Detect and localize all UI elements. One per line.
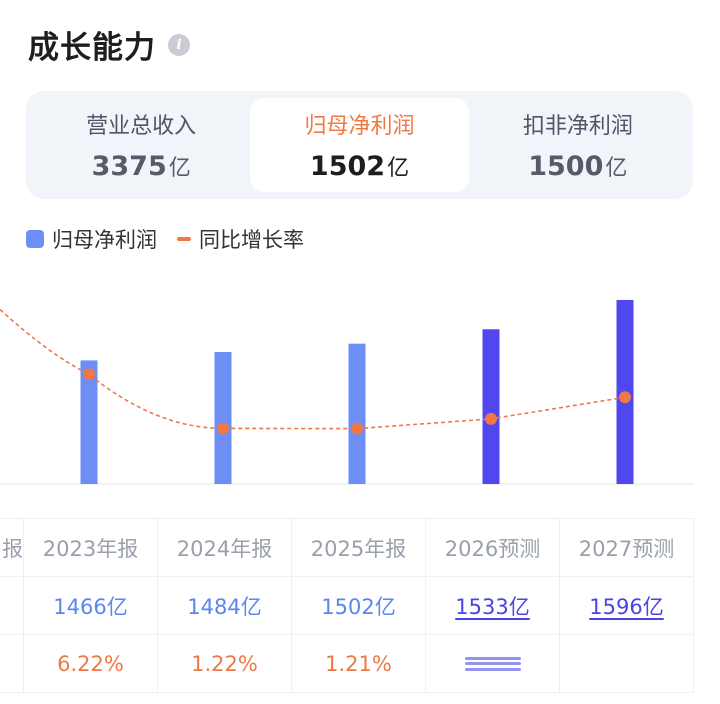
legend-line-swatch <box>177 237 191 241</box>
table-header-cell: 2023年报 <box>24 519 158 576</box>
tab-value-wrap: 1500 亿 <box>528 150 627 182</box>
table-row-rates: 6.22% 1.22% 1.21% <box>0 635 694 693</box>
tab-revenue[interactable]: 营业总收入 3375 亿 <box>32 98 250 192</box>
table-rate-cell: 1.22% <box>158 635 292 692</box>
title-row: 成长能力 i <box>28 22 190 67</box>
table-header-row: 报 2023年报 2024年报 2025年报 2026预测 2027预测 <box>0 518 694 577</box>
tab-net-profit[interactable]: 归母净利润 1502 亿 <box>250 98 469 192</box>
tab-label: 营业总收入 <box>86 114 197 139</box>
info-icon[interactable]: i <box>168 33 190 56</box>
page-title: 成长能力 <box>28 30 156 66</box>
growth-chart <box>0 300 694 485</box>
legend-bar-label: 归母净利润 <box>52 228 157 252</box>
rate-point-2026预测[interactable] <box>485 412 497 425</box>
table-rate-cell: 6.22% <box>24 635 158 692</box>
legend-bar-swatch <box>26 230 44 248</box>
table-rate-empty <box>560 635 694 692</box>
bar-2025年报[interactable] <box>348 343 366 484</box>
tab-value-wrap: 1502 亿 <box>310 150 409 182</box>
bar-2023年报[interactable] <box>80 360 98 484</box>
table-header-cell: 2026预测 <box>426 519 560 576</box>
tab-value: 1502 <box>309 151 386 182</box>
bar-2024年报[interactable] <box>214 352 232 484</box>
table-value-cell: 1502亿 <box>292 577 426 634</box>
rate-point-2024年报[interactable] <box>217 422 229 435</box>
blurred-value-icon <box>464 656 521 671</box>
table-cell-partial: 报 <box>0 519 24 576</box>
tab-unit: 亿 <box>387 156 410 181</box>
tab-unit: 亿 <box>605 156 628 181</box>
data-table: 报 2023年报 2024年报 2025年报 2026预测 2027预测 146… <box>0 518 694 693</box>
rate-point-2025年报[interactable] <box>351 422 363 435</box>
bar-2026预测[interactable] <box>482 329 500 484</box>
rate-point-2027预测[interactable] <box>619 391 631 404</box>
table-forecast-link[interactable]: 1596亿 <box>560 577 694 634</box>
table-header-cell: 2024年报 <box>158 519 292 576</box>
table-row-values: 1466亿 1484亿 1502亿 1533亿 1596亿 <box>0 577 694 635</box>
table-header-cell: 2025年报 <box>292 519 426 576</box>
tab-deducted-net-profit[interactable]: 扣非净利润 1500 亿 <box>469 98 687 192</box>
table-rate-blurred[interactable] <box>426 635 560 692</box>
metric-tabs: 营业总收入 3375 亿 归母净利润 1502 亿 扣非净利润 1500 亿 <box>26 91 693 199</box>
tab-value: 3375 <box>91 151 167 182</box>
tab-unit: 亿 <box>168 156 191 181</box>
legend-item-bar[interactable]: 归母净利润 <box>26 224 157 254</box>
chart-legend: 归母净利润 同比增长率 <box>26 224 324 254</box>
table-rate-cell: 1.21% <box>292 635 426 692</box>
table-value-cell: 1466亿 <box>24 577 158 634</box>
growth-rate-line <box>0 308 626 430</box>
tab-label: 归母净利润 <box>304 114 415 139</box>
tab-value: 1500 <box>528 151 604 182</box>
rate-point-2023年报[interactable] <box>83 368 95 381</box>
table-forecast-link[interactable]: 1533亿 <box>426 577 560 634</box>
tab-value-wrap: 3375 亿 <box>92 150 191 182</box>
table-cell-empty <box>0 635 24 692</box>
legend-item-line[interactable]: 同比增长率 <box>177 224 304 254</box>
table-header-cell: 2027预测 <box>560 519 694 576</box>
tab-label: 扣非净利润 <box>522 114 633 139</box>
table-value-cell: 1484亿 <box>158 577 292 634</box>
table-cell-empty <box>0 577 24 634</box>
legend-line-label: 同比增长率 <box>199 228 304 252</box>
